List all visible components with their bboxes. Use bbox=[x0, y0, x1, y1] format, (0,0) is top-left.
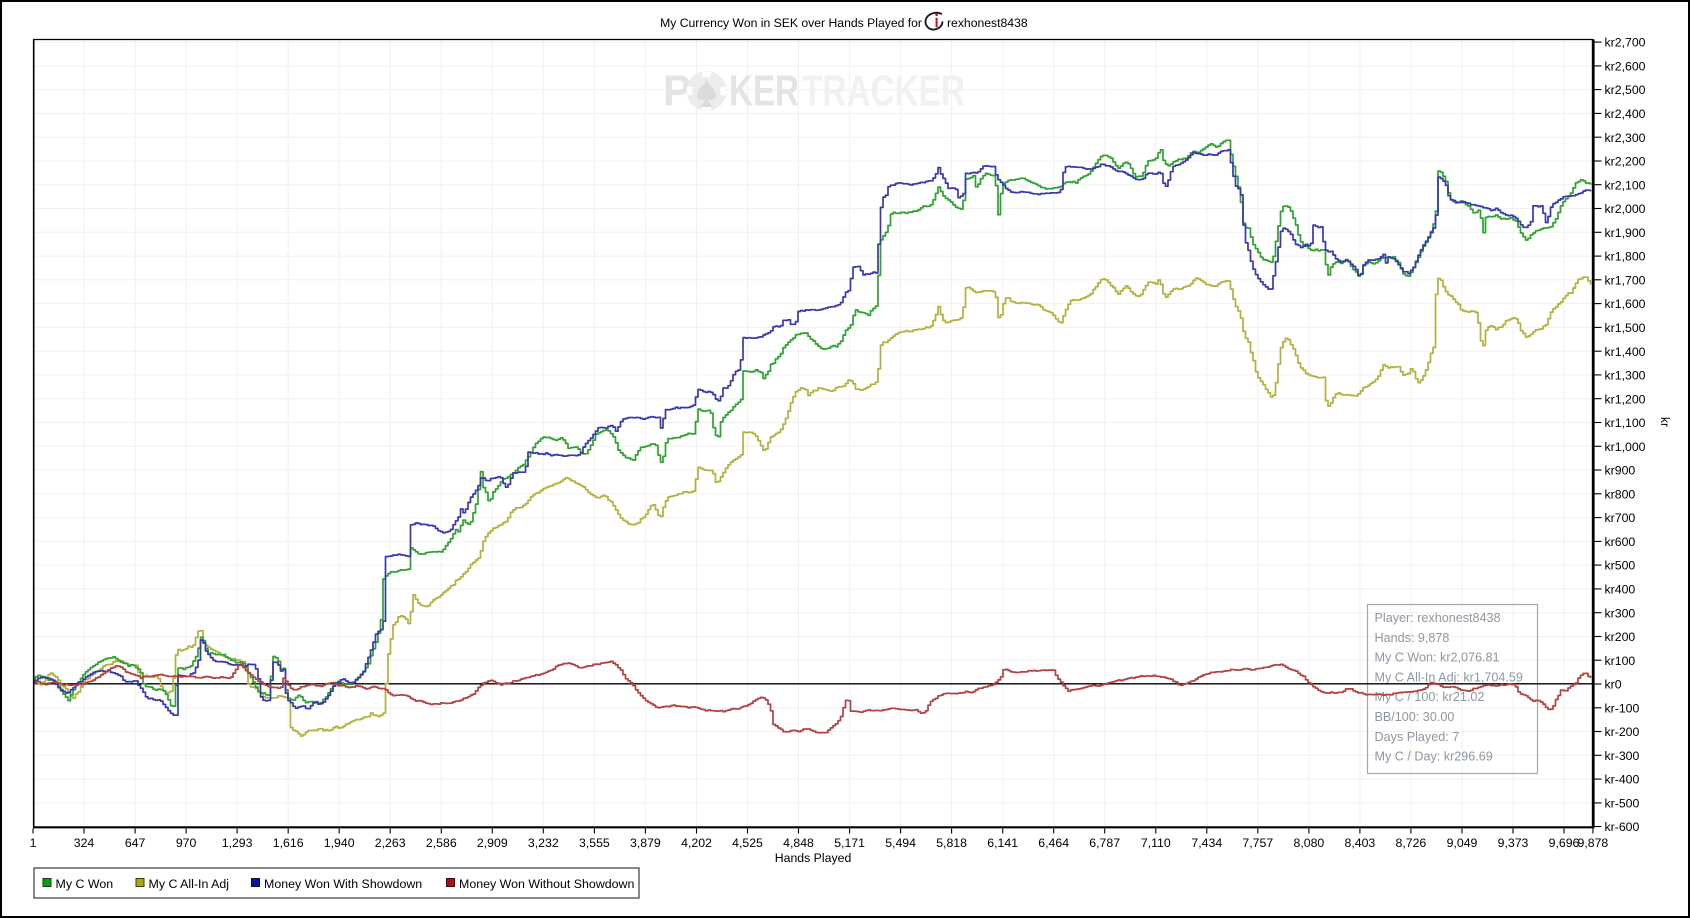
svg-text:1,940: 1,940 bbox=[324, 836, 355, 850]
svg-text:kr-200: kr-200 bbox=[1605, 725, 1640, 739]
svg-text:kr1,000: kr1,000 bbox=[1605, 440, 1646, 454]
svg-text:My C / Day: kr296.69: My C / Day: kr296.69 bbox=[1375, 750, 1493, 764]
svg-text:Money Won Without Showdown: Money Won Without Showdown bbox=[459, 877, 635, 891]
svg-text:7,757: 7,757 bbox=[1242, 836, 1273, 850]
svg-text:kr1,300: kr1,300 bbox=[1605, 369, 1646, 383]
svg-text:8,726: 8,726 bbox=[1396, 836, 1427, 850]
svg-text:647: 647 bbox=[125, 836, 146, 850]
svg-text:My C All-In Adj: kr1,704.59: My C All-In Adj: kr1,704.59 bbox=[1375, 670, 1523, 684]
svg-text:kr300: kr300 bbox=[1605, 606, 1636, 620]
svg-text:kr700: kr700 bbox=[1605, 511, 1636, 525]
svg-text:9,878: 9,878 bbox=[1578, 836, 1609, 850]
svg-text:kr2,400: kr2,400 bbox=[1605, 107, 1646, 121]
svg-text:P: P bbox=[663, 67, 691, 116]
svg-text:Player: rexhonest8438: Player: rexhonest8438 bbox=[1375, 611, 1501, 625]
svg-text:kr1,900: kr1,900 bbox=[1605, 226, 1646, 240]
svg-text:kr2,100: kr2,100 bbox=[1605, 178, 1646, 192]
svg-text:2,586: 2,586 bbox=[426, 836, 457, 850]
svg-text:kr900: kr900 bbox=[1605, 464, 1636, 478]
svg-text:TRACKER: TRACKER bbox=[802, 67, 965, 116]
svg-text:My C Won: My C Won bbox=[56, 877, 114, 891]
svg-text:kr-100: kr-100 bbox=[1605, 701, 1640, 715]
svg-text:3,879: 3,879 bbox=[630, 836, 661, 850]
svg-text:kr2,500: kr2,500 bbox=[1605, 83, 1646, 97]
svg-text:kr600: kr600 bbox=[1605, 535, 1636, 549]
svg-text:kr200: kr200 bbox=[1605, 630, 1636, 644]
svg-text:kr1,700: kr1,700 bbox=[1605, 273, 1646, 287]
svg-text:6,787: 6,787 bbox=[1089, 836, 1120, 850]
svg-text:4,525: 4,525 bbox=[732, 836, 763, 850]
svg-text:kr500: kr500 bbox=[1605, 559, 1636, 573]
svg-text:1: 1 bbox=[30, 836, 37, 850]
svg-text:1,616: 1,616 bbox=[273, 836, 304, 850]
svg-text:2,263: 2,263 bbox=[375, 836, 406, 850]
svg-text:3,232: 3,232 bbox=[528, 836, 559, 850]
svg-text:6,464: 6,464 bbox=[1038, 836, 1069, 850]
svg-text:kr-500: kr-500 bbox=[1605, 797, 1640, 811]
svg-text:7,434: 7,434 bbox=[1191, 836, 1222, 850]
svg-text:kr2,600: kr2,600 bbox=[1605, 60, 1646, 74]
svg-text:1,293: 1,293 bbox=[222, 836, 253, 850]
svg-text:Hands: 9,878: Hands: 9,878 bbox=[1375, 631, 1450, 645]
svg-text:kr: kr bbox=[1658, 417, 1672, 427]
svg-text:5,171: 5,171 bbox=[834, 836, 865, 850]
svg-text:7,110: 7,110 bbox=[1141, 836, 1171, 850]
svg-text:kr2,300: kr2,300 bbox=[1605, 131, 1646, 145]
svg-text:kr400: kr400 bbox=[1605, 583, 1636, 597]
svg-text:KER: KER bbox=[729, 67, 799, 116]
svg-text:4,202: 4,202 bbox=[681, 836, 712, 850]
svg-text:kr1,500: kr1,500 bbox=[1605, 321, 1646, 335]
svg-text:Hands Played: Hands Played bbox=[775, 851, 852, 865]
svg-text:My C / 100: kr21.02: My C / 100: kr21.02 bbox=[1375, 690, 1485, 704]
svg-text:9,696: 9,696 bbox=[1549, 836, 1580, 850]
svg-text:kr1,800: kr1,800 bbox=[1605, 250, 1646, 264]
svg-text:My Currency Won in SEK over Ha: My Currency Won in SEK over Hands Played… bbox=[660, 16, 922, 30]
svg-text:324: 324 bbox=[74, 836, 95, 850]
svg-text:kr1,100: kr1,100 bbox=[1605, 416, 1646, 430]
svg-text:kr0: kr0 bbox=[1605, 678, 1622, 692]
svg-text:BB/100: 30.00: BB/100: 30.00 bbox=[1375, 710, 1455, 724]
svg-text:3,555: 3,555 bbox=[579, 836, 610, 850]
svg-text:970: 970 bbox=[176, 836, 197, 850]
svg-text:My C Won: kr2,076.81: My C Won: kr2,076.81 bbox=[1375, 651, 1500, 665]
svg-text:2,909: 2,909 bbox=[477, 836, 508, 850]
svg-text:6,141: 6,141 bbox=[987, 836, 1018, 850]
svg-text:kr1,600: kr1,600 bbox=[1605, 297, 1646, 311]
svg-text:kr-600: kr-600 bbox=[1605, 820, 1640, 834]
svg-text:5,494: 5,494 bbox=[885, 836, 916, 850]
svg-text:rexhonest8438: rexhonest8438 bbox=[947, 16, 1028, 30]
svg-text:Days Played: 7: Days Played: 7 bbox=[1375, 730, 1460, 744]
svg-text:8,403: 8,403 bbox=[1345, 836, 1376, 850]
svg-text:9,049: 9,049 bbox=[1447, 836, 1478, 850]
svg-text:9,373: 9,373 bbox=[1498, 836, 1529, 850]
svg-text:kr2,700: kr2,700 bbox=[1605, 36, 1646, 50]
svg-text:kr1,400: kr1,400 bbox=[1605, 345, 1646, 359]
svg-text:kr-300: kr-300 bbox=[1605, 749, 1640, 763]
svg-text:kr-400: kr-400 bbox=[1605, 773, 1640, 787]
svg-text:kr2,000: kr2,000 bbox=[1605, 202, 1646, 216]
svg-text:My C All-In Adj: My C All-In Adj bbox=[149, 877, 230, 891]
svg-text:Money Won With Showdown: Money Won With Showdown bbox=[264, 877, 422, 891]
svg-text:kr100: kr100 bbox=[1605, 654, 1636, 668]
svg-text:5,818: 5,818 bbox=[936, 836, 967, 850]
svg-text:kr800: kr800 bbox=[1605, 487, 1636, 501]
svg-text:4,848: 4,848 bbox=[783, 836, 814, 850]
svg-text:kr1,200: kr1,200 bbox=[1605, 392, 1646, 406]
svg-text:kr2,200: kr2,200 bbox=[1605, 155, 1646, 169]
svg-text:8,080: 8,080 bbox=[1294, 836, 1325, 850]
